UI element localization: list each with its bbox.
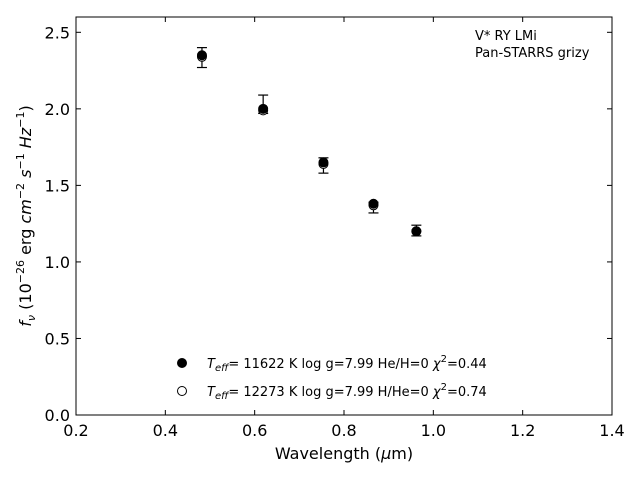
legend-marker-filled xyxy=(177,358,187,368)
y-tick-label: 1.0 xyxy=(45,253,70,272)
y-axis-title: fν (10−26 erg cm−2 s−1 Hz−1) xyxy=(14,105,38,326)
plot-frame xyxy=(75,16,613,416)
y-tick-label: 0.5 xyxy=(45,329,70,348)
point-model-heh xyxy=(258,103,269,114)
x-tick-label: 1.0 xyxy=(421,421,446,440)
x-tick-label: 0.2 xyxy=(63,421,88,440)
point-model-heh xyxy=(411,226,422,237)
point-model-heh xyxy=(196,50,207,61)
y-tick-label: 2.0 xyxy=(45,100,70,119)
legend-marker-open xyxy=(177,386,187,396)
point-model-heh xyxy=(368,198,379,209)
legend-label-2: Teff= 12273 K log g=7.99 H/He=0 χ2=0.74 xyxy=(207,382,487,402)
x-tick-label: 0.4 xyxy=(153,421,178,440)
x-tick-label: 0.8 xyxy=(331,421,356,440)
x-tick-label: 1.4 xyxy=(599,421,624,440)
y-tick-label: 2.5 xyxy=(45,23,70,42)
annotation-line-2: Pan-STARRS grizy xyxy=(475,46,590,61)
legend-label-1: Teff= 11622 K log g=7.99 He/H=0 χ2=0.44 xyxy=(207,354,487,374)
ticks-layer: 0.2 0.4 0.6 0.8 1.0 1.2 1.4 0.0 0.5 1.0 1.5 2.0 2.5 xyxy=(45,17,625,440)
legend: Teff= 11622 K log g=7.99 He/H=0 χ2=0.44 … xyxy=(177,354,487,402)
x-tick-label: 0.6 xyxy=(242,421,267,440)
x-axis-title: Wavelength (μm) xyxy=(275,444,413,463)
marks-layer xyxy=(196,47,422,237)
point-model-heh xyxy=(318,157,329,168)
y-tick-label: 0.0 xyxy=(45,406,70,425)
annotation-line-1: V* RY LMi xyxy=(475,29,537,44)
y-tick-label: 1.5 xyxy=(45,176,70,195)
x-tick-label: 1.2 xyxy=(510,421,535,440)
